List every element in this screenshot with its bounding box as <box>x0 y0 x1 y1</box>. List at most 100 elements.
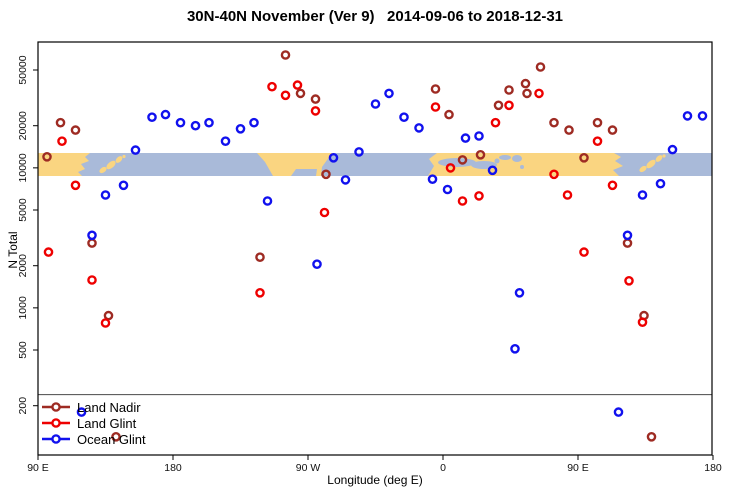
legend-label: Ocean Glint <box>77 431 146 447</box>
data-point <box>384 88 394 99</box>
map-shape <box>655 155 663 162</box>
map-band <box>38 153 712 176</box>
data-point <box>220 136 231 146</box>
data-point <box>87 275 97 285</box>
data-point <box>430 102 441 112</box>
data-point <box>607 180 618 191</box>
data-point <box>43 247 54 257</box>
data-point <box>328 152 339 163</box>
y-tick-label: 200 <box>17 397 29 415</box>
map-shape <box>106 160 116 170</box>
y-tick-label: 10000 <box>17 153 29 182</box>
data-point <box>534 88 544 99</box>
map-shape <box>257 153 333 176</box>
data-point <box>42 151 52 162</box>
data-point <box>457 196 468 206</box>
data-point <box>160 109 171 120</box>
legend-label: Land Nadir <box>77 399 141 415</box>
data-point <box>280 50 291 60</box>
legend: Land Nadir Land Glint Ocean Glint <box>41 399 146 447</box>
map-shape <box>428 153 623 176</box>
y-tick-label: 5000 <box>17 198 29 222</box>
plot-border <box>37 41 713 456</box>
data-point <box>622 238 633 248</box>
data-point <box>427 174 438 184</box>
data-point <box>592 136 603 146</box>
data-point <box>579 247 589 257</box>
data-point <box>249 117 259 128</box>
data-point <box>493 100 504 111</box>
data-point <box>399 112 409 122</box>
data-point <box>147 112 157 122</box>
map-shape <box>520 165 524 169</box>
data-point <box>255 252 265 263</box>
legend-marker-land-glint-icon <box>42 418 70 428</box>
data-point <box>457 155 468 165</box>
legend-marker-ocean-glint-icon <box>42 434 70 444</box>
data-point <box>667 144 678 155</box>
x-tick-label: 90 E <box>27 462 49 474</box>
legend-circle <box>51 418 61 428</box>
data-point <box>622 230 633 241</box>
y-tick-label: 20000 <box>17 111 29 140</box>
data-point <box>445 163 456 173</box>
data-point <box>444 109 454 120</box>
data-point <box>280 90 291 101</box>
data-point <box>592 117 603 128</box>
data-point <box>504 85 514 95</box>
data-point <box>312 259 322 270</box>
data-point <box>430 84 441 94</box>
data-point <box>255 287 265 298</box>
data-point <box>490 117 501 128</box>
data-point <box>130 145 141 155</box>
data-point <box>267 81 277 92</box>
data-point <box>549 117 559 128</box>
data-point <box>474 191 484 201</box>
data-point <box>321 169 331 180</box>
data-point <box>262 196 273 206</box>
legend-label: Land Glint <box>77 415 137 431</box>
data-point <box>535 62 546 72</box>
data-point <box>520 78 531 89</box>
data-point <box>204 117 214 128</box>
data-point <box>607 125 618 135</box>
data-point <box>613 407 624 417</box>
data-point <box>310 106 321 116</box>
data-point <box>697 111 708 121</box>
data-point <box>474 131 484 141</box>
map-shape <box>494 158 500 164</box>
data-point <box>579 152 589 163</box>
legend-item-land-glint: Land Glint <box>41 415 146 431</box>
legend-item-land-nadir: Land Nadir <box>41 399 146 415</box>
legend-marker-land-nadir-icon <box>42 402 70 412</box>
data-point <box>522 88 532 99</box>
data-point <box>460 133 471 143</box>
data-point <box>111 431 121 442</box>
data-point <box>235 124 246 134</box>
data-point <box>624 275 634 286</box>
data-point <box>100 318 111 328</box>
data-point <box>442 184 453 195</box>
map-shape <box>662 154 666 158</box>
map-shape <box>115 156 123 163</box>
x-tick-label: 180 <box>164 462 182 474</box>
data-point <box>549 169 559 180</box>
data-point <box>319 207 330 218</box>
data-point <box>118 180 129 191</box>
data-point <box>487 165 498 176</box>
data-point <box>504 100 514 111</box>
data-point <box>510 343 520 354</box>
x-axis-label: Longitude (deg E) <box>327 473 423 487</box>
x-tick-label: 90 W <box>296 462 321 474</box>
data-point <box>100 190 111 200</box>
y-tick-label: 50000 <box>17 55 29 84</box>
data-point <box>646 431 657 442</box>
data-point <box>637 190 648 200</box>
x-tick-label: 90 E <box>567 462 589 474</box>
data-point <box>76 407 87 417</box>
data-point <box>87 238 97 248</box>
map-shape <box>499 155 511 160</box>
data-point <box>103 310 114 321</box>
map-shape <box>99 166 107 174</box>
